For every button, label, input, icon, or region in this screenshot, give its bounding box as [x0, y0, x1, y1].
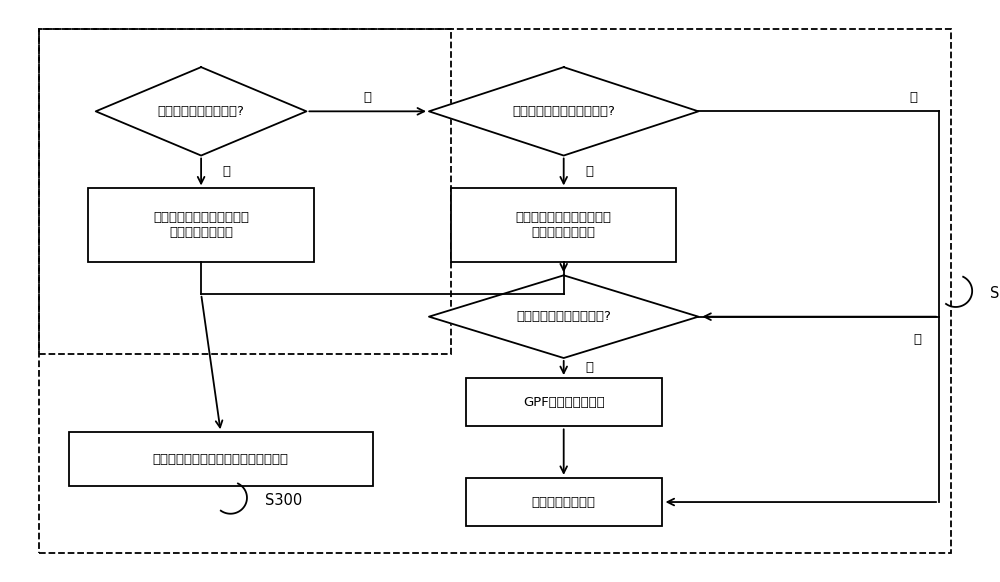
Bar: [451, 189, 676, 262]
Polygon shape: [429, 275, 698, 358]
Text: 是: 是: [585, 361, 593, 374]
Text: 否: 否: [913, 333, 921, 346]
Text: 是: 是: [223, 165, 231, 179]
Polygon shape: [429, 67, 698, 155]
Text: 采用第二主动再生控制策略
生成再生控制指令: 采用第二主动再生控制策略 生成再生控制指令: [516, 211, 612, 239]
Text: S200: S200: [990, 286, 1000, 301]
Text: 否: 否: [909, 91, 917, 104]
Bar: [466, 478, 662, 526]
Text: S300: S300: [265, 493, 302, 508]
Text: 无需触发主动再生: 无需触发主动再生: [532, 495, 596, 509]
Text: 采用第一主动再生控制策略
生成再生控制指令: 采用第一主动再生控制策略 生成再生控制指令: [153, 211, 249, 239]
Text: 当前碳载量位于非再生区?: 当前碳载量位于非再生区?: [516, 310, 611, 323]
Text: 下推所述再生控制指令至发动机控制器: 下推所述再生控制指令至发动机控制器: [153, 453, 289, 466]
Text: GPF碳载量过高报警: GPF碳载量过高报警: [523, 396, 605, 409]
Text: 当前碳载量位于再生区?: 当前碳载量位于再生区?: [158, 105, 245, 118]
Bar: [69, 432, 373, 487]
Bar: [39, 29, 451, 354]
Bar: [466, 378, 662, 427]
Text: 当前碳载量位于强制再生区?: 当前碳载量位于强制再生区?: [512, 105, 615, 118]
Text: 否: 否: [364, 91, 372, 104]
Bar: [88, 189, 314, 262]
Polygon shape: [96, 67, 306, 155]
Text: 是: 是: [585, 165, 593, 179]
